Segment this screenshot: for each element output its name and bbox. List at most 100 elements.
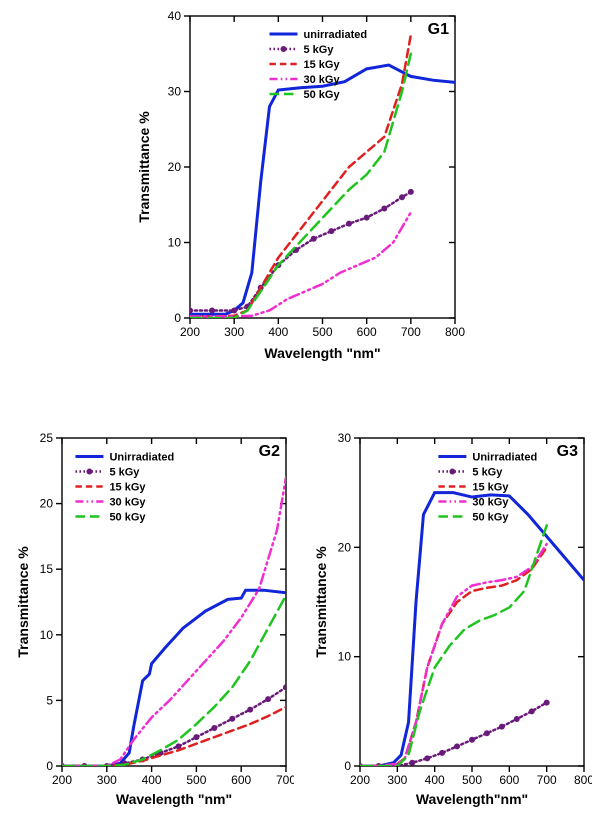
marker-5kGy <box>424 755 430 761</box>
legend-label: 15 kGy <box>304 59 341 71</box>
marker-5kGy <box>346 221 352 227</box>
xtick-label: 600 <box>231 773 251 787</box>
xtick-label: 200 <box>350 773 370 787</box>
marker-5kGy <box>364 215 370 221</box>
series-group <box>357 493 584 769</box>
xtick-label: 400 <box>142 773 162 787</box>
legend-label: 30 kGy <box>472 497 509 509</box>
legend: Unirradiated 5 kGy 15 kGy 30 kGy 50 kGy <box>75 452 174 524</box>
y-axis-label: Transmittance % <box>136 111 152 223</box>
legend-label: 30 kGy <box>109 497 146 509</box>
x-axis-label: Wavelength "nm" <box>264 345 380 361</box>
series-15kGy <box>62 707 286 766</box>
chart-panel-G3: 2003004005006007008000102030Wavelength"n… <box>312 430 592 812</box>
ytick-label: 40 <box>168 9 182 23</box>
legend: Unirradiated 5 kGy 15 kGy 30 kGy 50 kGy <box>438 452 537 524</box>
marker-5kGy <box>454 743 460 749</box>
marker-5kGy <box>187 307 193 313</box>
legend-label: 30 kGy <box>304 74 341 86</box>
xtick-label: 200 <box>52 773 72 787</box>
legend-label: 50 kGy <box>472 512 509 524</box>
marker-5kGy <box>231 307 237 313</box>
legend-label: Unirradiated <box>109 452 174 464</box>
legend-label: 15 kGy <box>472 482 509 494</box>
legend-label: 50 kGy <box>109 512 146 524</box>
chart-svg: 200 300 400 500 600 700 0 5 10 15 20 25 Wavelength "… <box>14 430 294 812</box>
xtick-label: 600 <box>357 325 377 339</box>
panel-title: G1 <box>428 21 449 38</box>
series-50kGy <box>62 595 286 766</box>
xtick-label: 300 <box>97 773 117 787</box>
marker-5kGy <box>469 737 475 743</box>
marker-5kGy <box>211 725 217 731</box>
ytick-label: 30 <box>338 431 352 445</box>
ytick-label: 0 <box>46 759 53 773</box>
xtick-label: 500 <box>312 325 332 339</box>
xtick-label: 400 <box>268 325 288 339</box>
series-50kGy <box>360 525 547 766</box>
panel-title: G3 <box>557 443 578 460</box>
xtick-label: 800 <box>574 773 592 787</box>
ytick-label: 20 <box>168 160 182 174</box>
marker-5kGy <box>209 307 215 313</box>
ytick-label: 15 <box>40 562 54 576</box>
panel-title: G2 <box>259 443 280 460</box>
series-5kGy <box>190 192 411 311</box>
y-axis-label: Transmittance % <box>313 546 329 658</box>
chart-panel-G1: 200300400500600700800010203040Wavelength… <box>135 6 465 366</box>
legend-label: 15 kGy <box>109 482 146 494</box>
marker-5kGy <box>499 724 505 730</box>
marker-5kGy <box>247 707 253 713</box>
ytick-label: 25 <box>40 431 54 445</box>
x-axis-label: Wavelength"nm" <box>416 791 528 807</box>
xtick-label: 700 <box>401 325 421 339</box>
figure-root: 200300400500600700800010203040Wavelength… <box>0 0 600 831</box>
series-15kGy <box>360 547 547 766</box>
legend-label: 50 kGy <box>304 89 341 101</box>
xtick-label: 300 <box>224 325 244 339</box>
legend-label: 5 kGy <box>472 467 503 479</box>
ytick-label: 20 <box>338 540 352 554</box>
marker-5kGy <box>328 228 334 234</box>
xtick-label: 200 <box>180 325 200 339</box>
marker-5kGy <box>484 730 490 736</box>
series-unirradiated <box>62 590 286 766</box>
x-axis-label: Wavelength "nm" <box>116 791 232 807</box>
chart-svg: 200300400500600700800010203040Wavelength… <box>135 6 465 366</box>
xtick-label: 400 <box>425 773 445 787</box>
series-unirradiated <box>190 65 455 314</box>
series-group <box>59 477 289 769</box>
marker-5kGy <box>229 716 235 722</box>
marker-5kGy <box>193 734 199 740</box>
series-unirradiated <box>360 493 584 766</box>
series-5kGy <box>360 703 547 766</box>
marker-5kGy <box>408 189 414 195</box>
ytick-label: 10 <box>40 628 54 642</box>
marker-5kGy <box>544 700 550 706</box>
ytick-label: 5 <box>46 693 53 707</box>
xtick-label: 300 <box>387 773 407 787</box>
marker-5kGy <box>439 750 445 756</box>
chart-panel-G2: 200 300 400 500 600 700 0 5 10 15 20 25 Wavelength "… <box>14 430 294 812</box>
ytick-label: 10 <box>338 650 352 664</box>
xtick-label: 600 <box>499 773 519 787</box>
ytick-label: 0 <box>344 759 351 773</box>
marker-5kGy <box>399 194 405 200</box>
ytick-label: 0 <box>174 311 181 325</box>
marker-5kGy <box>381 206 387 212</box>
ytick-label: 20 <box>40 497 54 511</box>
series-15kGy <box>190 35 411 317</box>
marker-5kGy <box>529 708 535 714</box>
marker-5kGy <box>409 760 415 766</box>
legend-label: unirradiated <box>304 29 368 41</box>
legend-label: Unirradiated <box>472 452 537 464</box>
series-50kGy <box>190 54 411 318</box>
xtick-label: 800 <box>445 325 465 339</box>
marker-5kGy <box>265 696 271 702</box>
marker-5kGy <box>283 684 289 690</box>
xtick-label: 500 <box>462 773 482 787</box>
marker-5kGy <box>514 716 520 722</box>
legend-label: 5 kGy <box>109 467 140 479</box>
xtick-label: 700 <box>276 773 294 787</box>
xtick-label: 500 <box>186 773 206 787</box>
